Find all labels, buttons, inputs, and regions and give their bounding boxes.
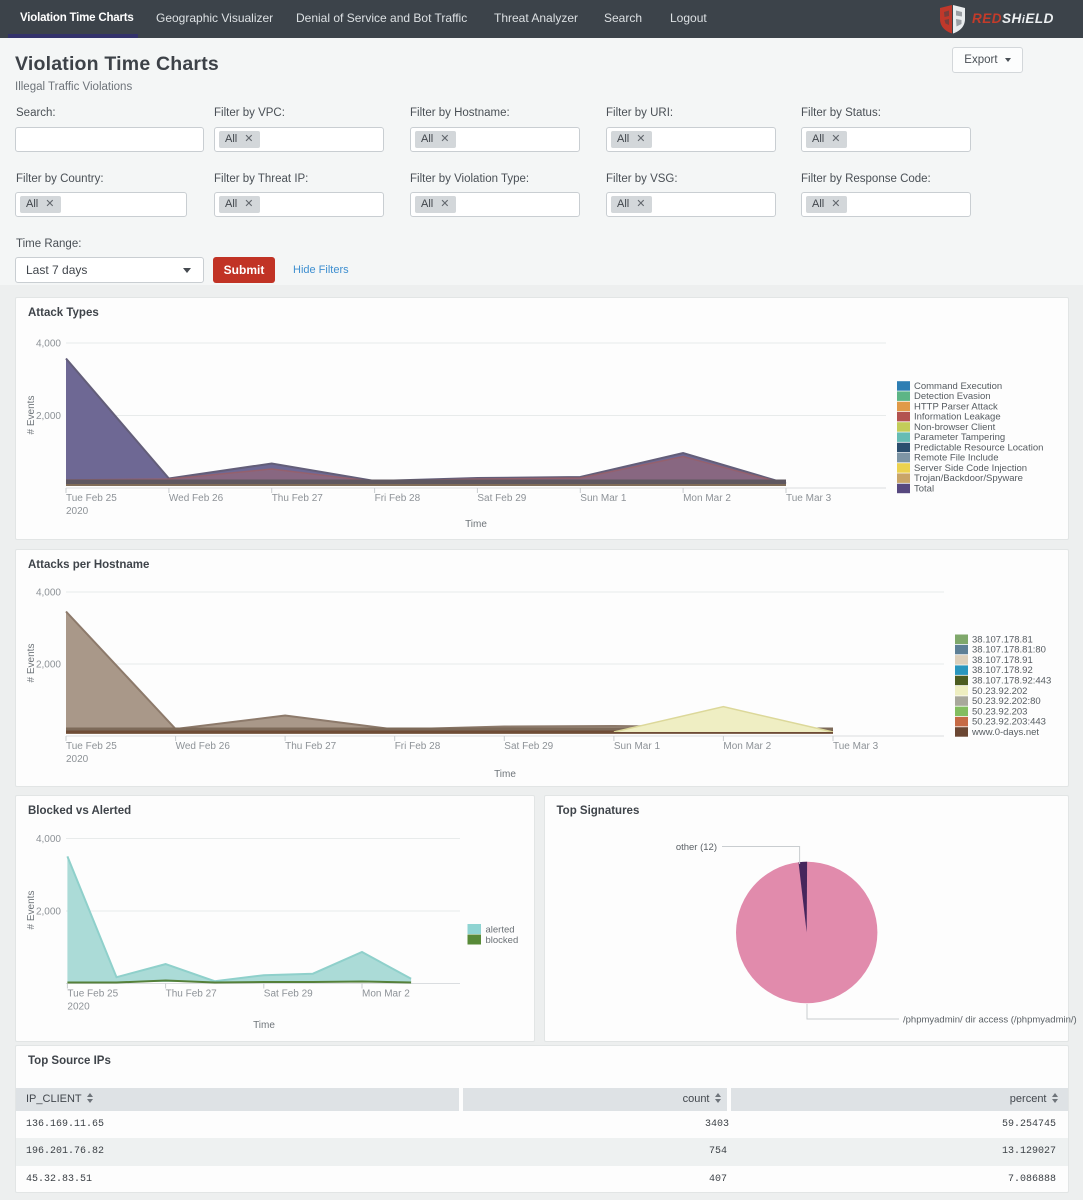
svg-text:Server Side Code Injection: Server Side Code Injection bbox=[914, 463, 1027, 474]
svg-text:other (12): other (12) bbox=[676, 842, 717, 853]
svg-text:Tue Feb 25: Tue Feb 25 bbox=[67, 989, 118, 1000]
svg-text:Time: Time bbox=[494, 769, 516, 780]
svg-text:# Events: # Events bbox=[26, 644, 37, 683]
svg-text:2,000: 2,000 bbox=[36, 660, 61, 671]
svg-text:38.107.178.92: 38.107.178.92 bbox=[972, 665, 1033, 676]
svg-text:Information Leakage: Information Leakage bbox=[914, 412, 1001, 423]
svg-text:Time: Time bbox=[253, 1020, 275, 1031]
svg-text:Sat Feb 29: Sat Feb 29 bbox=[477, 493, 526, 504]
svg-text:2020: 2020 bbox=[67, 1002, 90, 1013]
svg-text:2,000: 2,000 bbox=[36, 907, 61, 918]
svg-text:38.107.178.81:80: 38.107.178.81:80 bbox=[972, 645, 1046, 656]
svg-text:/phpmyadmin/ dir access (/phpm: /phpmyadmin/ dir access (/phpmyadmin/) bbox=[903, 1015, 1077, 1026]
svg-text:Sat Feb 29: Sat Feb 29 bbox=[504, 741, 553, 752]
svg-text:4,000: 4,000 bbox=[36, 588, 61, 599]
svg-text:Tue Mar 3: Tue Mar 3 bbox=[833, 741, 879, 752]
svg-text:# Events: # Events bbox=[26, 891, 37, 930]
svg-text:Thu Feb 27: Thu Feb 27 bbox=[272, 493, 324, 504]
svg-text:Fri Feb 28: Fri Feb 28 bbox=[395, 741, 441, 752]
svg-text:Time: Time bbox=[465, 519, 487, 530]
svg-text:Wed Feb 26: Wed Feb 26 bbox=[169, 493, 224, 504]
svg-text:50.23.92.202: 50.23.92.202 bbox=[972, 686, 1027, 697]
svg-text:2020: 2020 bbox=[66, 754, 89, 765]
svg-text:Predictable Resource Location: Predictable Resource Location bbox=[914, 443, 1043, 454]
svg-text:Sun Mar 1: Sun Mar 1 bbox=[614, 741, 661, 752]
svg-text:# Events: # Events bbox=[26, 396, 37, 435]
svg-text:2020: 2020 bbox=[66, 506, 89, 517]
svg-text:alerted: alerted bbox=[486, 925, 515, 936]
svg-text:50.23.92.202:80: 50.23.92.202:80 bbox=[972, 696, 1041, 707]
svg-text:50.23.92.203:443: 50.23.92.203:443 bbox=[972, 717, 1046, 728]
svg-text:Sun Mar 1: Sun Mar 1 bbox=[580, 493, 627, 504]
svg-text:38.107.178.92:443: 38.107.178.92:443 bbox=[972, 676, 1051, 687]
svg-text:2,000: 2,000 bbox=[36, 411, 61, 422]
svg-text:Mon Mar 2: Mon Mar 2 bbox=[362, 989, 410, 1000]
svg-text:Command Execution: Command Execution bbox=[914, 381, 1002, 392]
svg-text:Remote File Include: Remote File Include bbox=[914, 453, 998, 464]
svg-text:Total: Total bbox=[914, 484, 934, 495]
svg-text:Fri Feb 28: Fri Feb 28 bbox=[375, 493, 421, 504]
svg-text:4,000: 4,000 bbox=[36, 339, 61, 350]
svg-text:HTTP Parser Attack: HTTP Parser Attack bbox=[914, 402, 998, 413]
svg-text:Thu Feb 27: Thu Feb 27 bbox=[166, 989, 218, 1000]
svg-text:50.23.92.203: 50.23.92.203 bbox=[972, 706, 1027, 717]
svg-text:Sat Feb 29: Sat Feb 29 bbox=[264, 989, 313, 1000]
svg-text:www.0-days.net: www.0-days.net bbox=[971, 727, 1039, 738]
svg-text:blocked: blocked bbox=[486, 935, 519, 946]
svg-text:Trojan/Backdoor/Spyware: Trojan/Backdoor/Spyware bbox=[914, 473, 1023, 484]
svg-text:Wed Feb 26: Wed Feb 26 bbox=[176, 741, 231, 752]
svg-text:Parameter Tampering: Parameter Tampering bbox=[914, 432, 1005, 443]
svg-text:Tue Feb 25: Tue Feb 25 bbox=[66, 741, 117, 752]
svg-text:Thu Feb 27: Thu Feb 27 bbox=[285, 741, 337, 752]
svg-text:Mon Mar 2: Mon Mar 2 bbox=[723, 741, 771, 752]
svg-text:Detection Evasion: Detection Evasion bbox=[914, 391, 991, 402]
svg-text:Non-browser Client: Non-browser Client bbox=[914, 422, 996, 433]
svg-text:4,000: 4,000 bbox=[36, 834, 61, 845]
svg-text:Tue Feb 25: Tue Feb 25 bbox=[66, 493, 117, 504]
svg-text:Mon Mar 2: Mon Mar 2 bbox=[683, 493, 731, 504]
svg-text:38.107.178.81: 38.107.178.81 bbox=[972, 634, 1033, 645]
svg-text:Tue Mar 3: Tue Mar 3 bbox=[786, 493, 832, 504]
svg-text:38.107.178.91: 38.107.178.91 bbox=[972, 655, 1033, 666]
